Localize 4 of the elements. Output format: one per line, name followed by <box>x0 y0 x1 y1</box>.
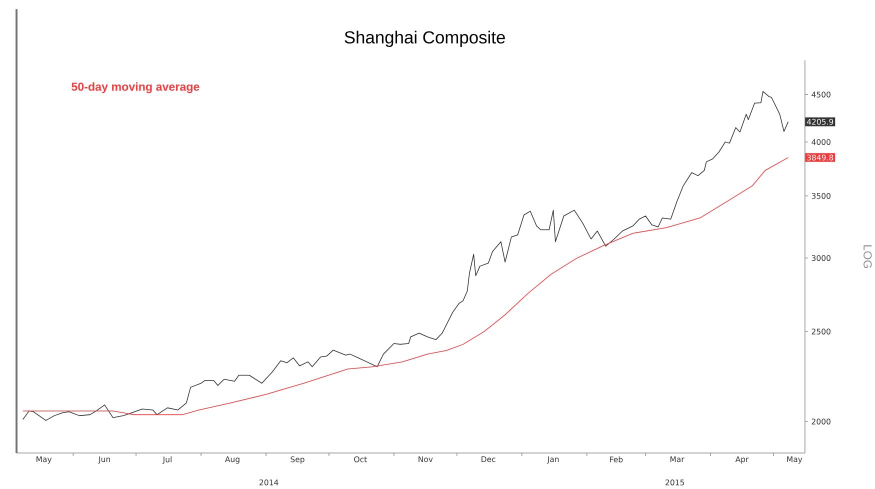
text: 50-day moving average <box>72 82 200 94</box>
y-axis-title: LOG <box>864 245 872 268</box>
line-series <box>22 157 789 416</box>
chart-title: Shanghai Composite <box>344 30 505 48</box>
